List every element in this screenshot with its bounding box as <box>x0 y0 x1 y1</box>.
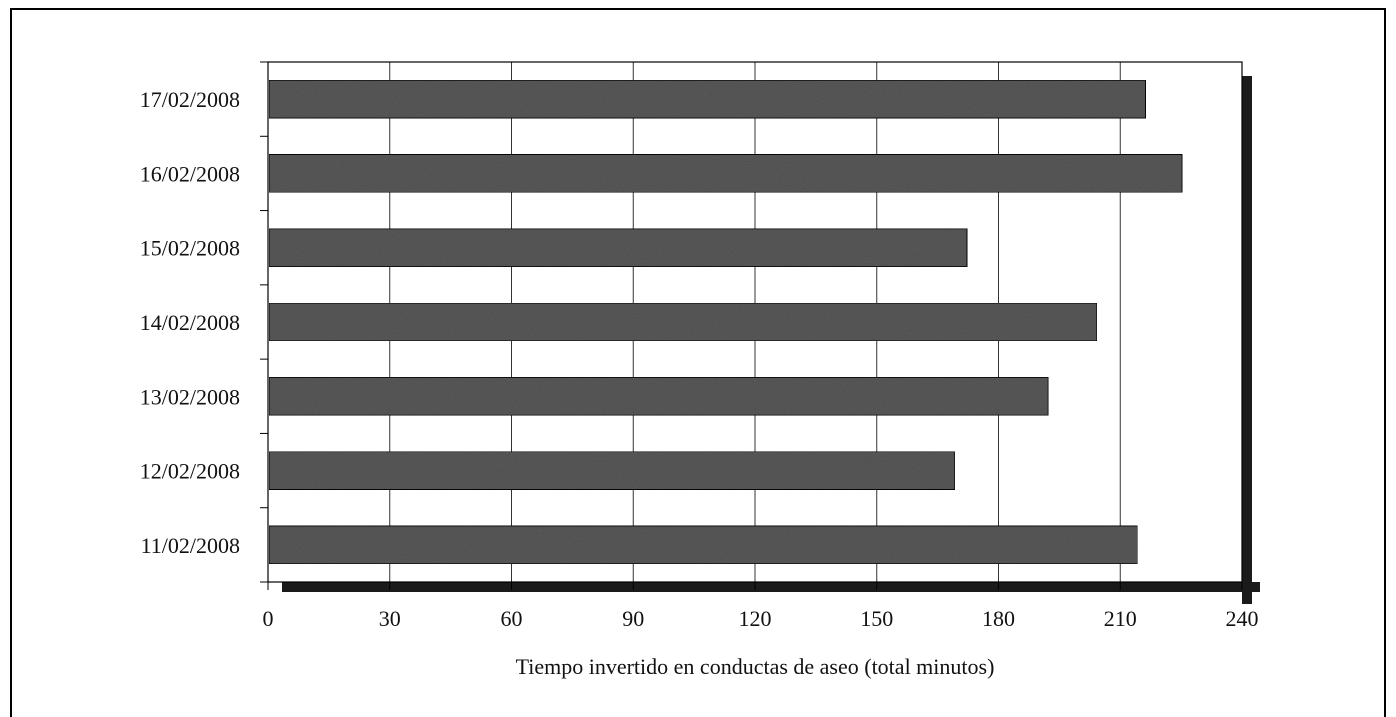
bar <box>268 302 1098 342</box>
x-tick-label: 240 <box>1226 606 1259 631</box>
x-tick-label: 30 <box>379 606 401 631</box>
bar <box>268 153 1183 193</box>
x-tick-label: 0 <box>263 606 274 631</box>
y-tick-label: 15/02/2008 <box>140 236 240 261</box>
plot-border <box>267 61 1243 583</box>
y-tick-label: 13/02/2008 <box>140 384 240 409</box>
plot-shadow-right <box>1242 76 1252 604</box>
bar <box>268 228 968 268</box>
y-tick-label: 11/02/2008 <box>141 533 240 558</box>
x-tick-label: 60 <box>501 606 523 631</box>
bar <box>268 451 956 491</box>
bar <box>268 79 1147 119</box>
y-tick-label: 14/02/2008 <box>140 310 240 335</box>
y-tick-label: 12/02/2008 <box>140 459 240 484</box>
bar <box>268 525 1138 565</box>
x-tick-label: 180 <box>982 606 1015 631</box>
chart-frame <box>10 8 1386 717</box>
x-axis-title: Tiempo invertido en conductas de aseo (t… <box>516 654 995 679</box>
bar <box>268 376 1049 416</box>
x-tick-label: 210 <box>1104 606 1137 631</box>
y-tick-label: 17/02/2008 <box>140 87 240 112</box>
x-tick-label: 90 <box>622 606 644 631</box>
plot-shadow-bottom <box>282 582 1260 592</box>
x-tick-label: 150 <box>860 606 893 631</box>
x-tick-label: 120 <box>739 606 772 631</box>
y-tick-label: 16/02/2008 <box>140 161 240 186</box>
